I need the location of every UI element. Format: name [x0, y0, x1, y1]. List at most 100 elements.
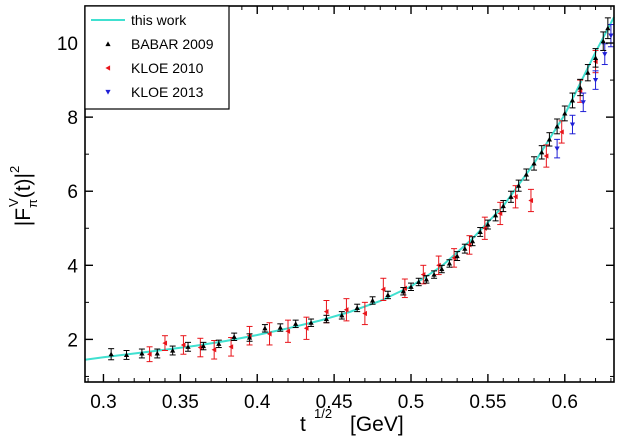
y-axis-title: |FπV(t)|2 [6, 166, 40, 226]
data-point [180, 342, 186, 348]
data-point [497, 210, 503, 217]
y-tick-label: 4 [67, 256, 78, 277]
data-point [436, 262, 441, 268]
data-point [170, 347, 176, 353]
data-point [477, 229, 483, 235]
y-tick-label: 2 [67, 330, 78, 351]
data-point [500, 203, 506, 209]
data-point [539, 149, 545, 155]
data-point [339, 312, 345, 318]
data-point [605, 25, 611, 31]
data-point [516, 183, 522, 188]
data-point [216, 341, 222, 346]
data-point [562, 110, 568, 116]
data-point [569, 122, 576, 128]
data-point [531, 160, 537, 166]
data-point [323, 316, 330, 322]
legend-marker-swatch [105, 41, 111, 47]
data-point [343, 307, 349, 313]
legend-entry-babar-2009: BABAR 2009 [105, 36, 214, 52]
data-point [512, 194, 518, 200]
data-point [554, 146, 560, 152]
data-point [146, 351, 152, 357]
data-point [559, 129, 564, 135]
data-point [400, 288, 406, 294]
x-tick-label: 0.3 [90, 392, 116, 413]
data-point [162, 340, 168, 346]
data-point [354, 305, 360, 310]
x-tick-label: 0.55 [469, 392, 506, 413]
data-point [569, 97, 576, 103]
legend-label: KLOE 2010 [131, 60, 204, 76]
legend-marker-swatch [105, 65, 111, 71]
x-axis-title-main: t [300, 413, 306, 436]
legend: this work BABAR 2009 KLOE 2010 KLOE 2013 [84, 5, 230, 110]
data-point [369, 297, 376, 303]
data-point [439, 266, 445, 272]
data-point [528, 197, 534, 204]
data-point [277, 324, 283, 330]
data-point [123, 352, 130, 358]
data-point [451, 255, 457, 261]
data-point [454, 253, 460, 259]
x-axis-title: t 1/2 [GeV] [300, 406, 404, 436]
data-point [228, 344, 234, 350]
data-point [323, 309, 329, 315]
data-point [266, 331, 272, 337]
legend-label: BABAR 2009 [131, 36, 214, 52]
data-point [485, 221, 491, 227]
x-axis-title-sup: 1/2 [314, 406, 332, 421]
data-point [231, 334, 237, 339]
svg-text:|FπV(t)|2: |FπV(t)|2 [6, 166, 40, 226]
data-layer [84, 16, 615, 363]
data-point [580, 100, 586, 105]
data-point [469, 238, 476, 244]
data-point [402, 285, 407, 291]
data-point [577, 84, 583, 90]
data-point [285, 328, 291, 334]
x-tick-label: 0.6 [552, 392, 578, 413]
data-point [482, 225, 487, 231]
data-point [408, 284, 414, 289]
data-point [592, 78, 599, 83]
legend-label: KLOE 2013 [131, 84, 204, 100]
data-point [246, 334, 253, 340]
y-tick-label: 10 [57, 34, 78, 55]
legend-marker-swatch [105, 89, 111, 95]
data-point [211, 347, 217, 353]
y-tick-label: 8 [67, 108, 78, 129]
legend-entry-kloe-2013: KLOE 2013 [105, 84, 204, 100]
data-point [602, 52, 608, 57]
legend-label: this work [131, 12, 187, 28]
data-point [108, 351, 114, 357]
data-point [508, 194, 514, 199]
data-point [543, 153, 549, 159]
data-point [592, 55, 599, 60]
data-point [523, 171, 529, 177]
data-point [546, 136, 553, 142]
data-point [446, 260, 453, 266]
y-axis-title-arg: (t)| [12, 173, 35, 198]
legend-entry-kloe-2010: KLOE 2010 [105, 60, 204, 76]
data-point [293, 321, 299, 326]
data-point [585, 70, 591, 75]
data-point [185, 344, 191, 349]
y-axis-title-main: |F [12, 208, 35, 226]
data-point [154, 350, 160, 356]
data-point [362, 310, 367, 317]
data-point [303, 325, 309, 331]
series-kloe-2010 [146, 49, 599, 363]
data-point [600, 38, 606, 44]
x-tick-label: 0.5 [398, 392, 424, 413]
legend-entry-this-work: this work [91, 12, 187, 28]
data-point [608, 33, 614, 39]
data-point [462, 246, 468, 251]
x-tick-label: 0.4 [244, 392, 271, 413]
x-axis-title-unit: [GeV] [350, 413, 404, 436]
data-point [492, 212, 499, 218]
data-point [308, 320, 314, 325]
data-point [554, 123, 560, 129]
data-point [197, 344, 203, 351]
data-point [262, 325, 268, 331]
